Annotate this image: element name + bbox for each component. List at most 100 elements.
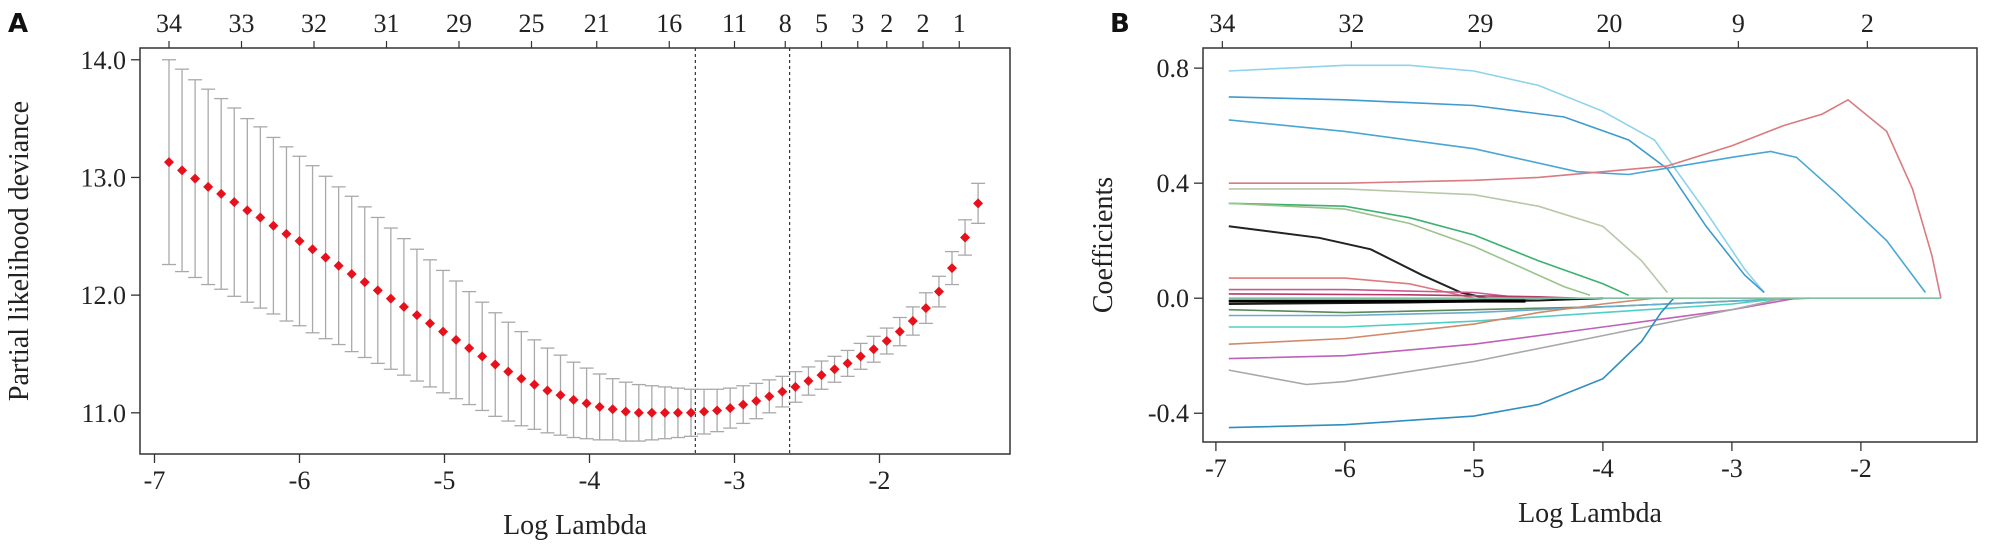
coefficient-path — [1228, 297, 1784, 328]
data-point — [581, 398, 592, 409]
panel-a-points — [164, 157, 984, 418]
data-point — [568, 394, 579, 405]
data-point — [751, 396, 762, 407]
top-tick-label: 3 — [851, 9, 864, 38]
data-point — [307, 244, 318, 255]
coefficient-path — [1228, 297, 1797, 317]
y-tick-label: 0.4 — [1157, 169, 1190, 198]
data-point — [672, 407, 683, 418]
x-tick-label: -4 — [579, 466, 601, 495]
data-point — [229, 197, 240, 208]
top-tick-label: 34 — [156, 9, 182, 38]
coefficient-path — [1228, 119, 1927, 293]
data-point — [503, 366, 514, 377]
data-point — [542, 385, 553, 396]
y-tick-label: 13.0 — [81, 163, 127, 192]
data-point — [398, 301, 409, 312]
data-point — [829, 364, 840, 375]
data-point — [411, 310, 422, 321]
data-point — [764, 391, 775, 402]
panel-a-reference-lines — [694, 48, 791, 454]
data-point — [620, 406, 631, 417]
x-tick-label: -2 — [1850, 454, 1872, 483]
x-tick-label: -5 — [1463, 454, 1485, 483]
panel-a-x-axis-label: Log Lambda — [503, 510, 647, 541]
top-tick-label: 31 — [374, 9, 400, 38]
data-point — [529, 379, 540, 390]
top-tick-label: 2 — [1861, 9, 1874, 38]
panel-label-b: B — [1110, 9, 1130, 39]
top-tick-label: 25 — [519, 9, 545, 38]
panel-label-a: A — [8, 9, 28, 39]
top-tick-label: 32 — [1338, 9, 1364, 38]
data-point — [868, 344, 879, 355]
data-point — [425, 318, 435, 329]
coefficient-path — [1228, 297, 1675, 429]
top-tick-label: 21 — [584, 9, 610, 38]
data-point — [216, 188, 227, 199]
y-tick-label: 12.0 — [81, 281, 127, 310]
panel-a-y-axis: 11.0 12.0 13.0 14.0 — [81, 46, 140, 428]
panel-b-x-axis: -7 -6 -5 -4 -3 -2 — [1205, 442, 1872, 483]
panel-b-x-axis-label: Log Lambda — [1518, 498, 1662, 529]
coefficient-path — [1228, 64, 1765, 294]
data-point — [803, 376, 814, 387]
data-point — [933, 286, 944, 297]
x-tick-label: -7 — [144, 466, 166, 495]
panel-b-coefficient-paths — [1228, 64, 1942, 429]
data-point — [203, 181, 214, 192]
data-point — [947, 263, 957, 274]
data-point — [607, 404, 618, 415]
panel-a-plot-frame — [139, 47, 1011, 455]
top-tick-label: 11 — [722, 9, 747, 38]
panel-a-deviance-plot: A -7 -6 -5 -4 -3 -2 11.012.013.014.0 34 33 32 31… — [4, 9, 1011, 541]
panel-a-x-axis: -7 -6 -5 -4 -3 -2 — [144, 454, 890, 495]
data-point — [320, 252, 331, 263]
data-point — [594, 401, 605, 412]
panel-b-y-axis: -0.4 0.0 0.4 0.8 — [1148, 54, 1203, 428]
top-tick-label: 33 — [229, 9, 255, 38]
coefficient-path — [1228, 202, 1591, 297]
y-tick-label: -0.4 — [1148, 399, 1189, 428]
data-point — [712, 405, 723, 416]
top-tick-label: 5 — [815, 9, 828, 38]
panel-b-plot-frame — [1202, 47, 1978, 443]
data-point — [281, 228, 292, 239]
data-point — [842, 358, 853, 369]
data-point — [451, 334, 462, 345]
coefficient-path — [1228, 188, 1669, 294]
data-point — [790, 381, 801, 392]
y-tick-label: 0.0 — [1157, 284, 1190, 313]
data-point — [960, 232, 971, 243]
top-tick-label: 16 — [656, 9, 682, 38]
data-point — [464, 343, 475, 354]
coefficient-path — [1228, 96, 1765, 294]
data-point — [699, 406, 710, 417]
data-point — [294, 235, 305, 246]
coefficient-path — [1228, 98, 1942, 299]
coefficient-path — [1228, 297, 1784, 386]
data-point — [555, 390, 566, 401]
y-tick-label: 0.8 — [1157, 54, 1190, 83]
data-point — [633, 407, 644, 418]
panel-a-error-bars — [162, 59, 986, 442]
data-point — [516, 373, 527, 384]
data-point — [333, 260, 344, 271]
data-point — [725, 403, 736, 414]
data-point — [346, 268, 357, 279]
data-point — [686, 407, 696, 418]
x-tick-label: -6 — [289, 466, 311, 495]
data-point — [816, 370, 827, 381]
data-point — [385, 293, 396, 304]
data-point — [659, 407, 670, 418]
y-tick-label: 11.0 — [81, 399, 126, 428]
top-tick-label: 2 — [917, 9, 930, 38]
data-point — [372, 285, 383, 296]
data-point — [855, 351, 866, 362]
coefficient-path — [1228, 225, 1513, 300]
coefficient-path — [1228, 202, 1630, 297]
data-point — [973, 198, 984, 209]
coefficient-path — [1228, 297, 1655, 345]
x-tick-label: -3 — [1721, 454, 1743, 483]
